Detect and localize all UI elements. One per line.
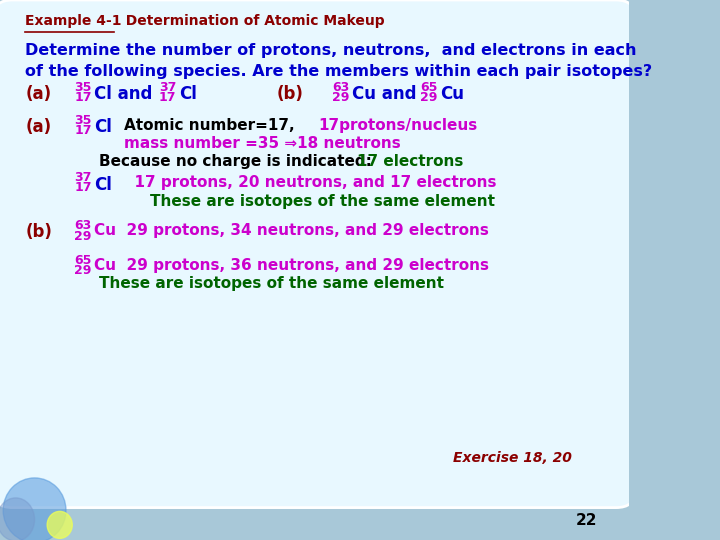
Text: 63: 63 [332,81,349,94]
Text: 17: 17 [74,181,91,194]
Text: 17: 17 [74,124,91,137]
Text: 17 protons, 20 neutrons, and 17 electrons: 17 protons, 20 neutrons, and 17 electron… [125,176,497,191]
Text: 63: 63 [74,219,91,232]
Text: 35: 35 [74,114,91,127]
Text: Cl and: Cl and [94,85,153,103]
Text: Cu: Cu [440,85,464,103]
Text: Exercise 18, 20: Exercise 18, 20 [453,451,572,465]
Text: 17 electrons: 17 electrons [357,154,464,170]
Text: Cl: Cl [94,176,112,193]
Text: 35: 35 [74,81,91,94]
Text: 29: 29 [420,91,437,104]
Text: Cu  29 protons, 36 neutrons, and 29 electrons: Cu 29 protons, 36 neutrons, and 29 elect… [94,258,490,273]
Ellipse shape [0,498,35,540]
Text: 17protons/nucleus: 17protons/nucleus [318,118,477,133]
Text: (b): (b) [276,85,303,103]
Text: Cl: Cl [179,85,197,103]
Text: 29: 29 [74,230,91,242]
Text: 22: 22 [575,513,597,528]
Text: (b): (b) [25,223,52,241]
Text: (a): (a) [25,118,51,136]
Text: 65: 65 [74,254,91,267]
Text: 29: 29 [332,91,349,104]
Text: Cu and: Cu and [352,85,416,103]
Text: These are isotopes of the same element: These are isotopes of the same element [99,276,444,292]
Text: (a): (a) [25,85,51,103]
Text: These are isotopes of the same element: These are isotopes of the same element [150,194,495,209]
Text: Because no charge is indicated:: Because no charge is indicated: [99,154,377,170]
Text: 37: 37 [74,171,91,184]
Text: 17: 17 [74,91,91,104]
Ellipse shape [3,478,66,540]
Text: Cl: Cl [94,118,112,136]
Text: Determination of Atomic Makeup: Determination of Atomic Makeup [117,14,385,28]
FancyBboxPatch shape [0,0,635,508]
Text: 37: 37 [159,81,176,94]
Text: 17: 17 [159,91,176,104]
Text: Atomic number=17,: Atomic number=17, [125,118,300,133]
Text: Determine the number of protons, neutrons,  and electrons in each: Determine the number of protons, neutron… [25,43,636,58]
Text: 65: 65 [420,81,437,94]
Text: Cu  29 protons, 34 neutrons, and 29 electrons: Cu 29 protons, 34 neutrons, and 29 elect… [94,223,489,238]
Ellipse shape [47,511,72,538]
Text: mass number =35 ⇒18 neutrons: mass number =35 ⇒18 neutrons [125,136,401,151]
Text: of the following species. Are the members within each pair isotopes?: of the following species. Are the member… [25,64,652,79]
Text: 29: 29 [74,264,91,277]
Text: Example 4-1: Example 4-1 [25,14,122,28]
